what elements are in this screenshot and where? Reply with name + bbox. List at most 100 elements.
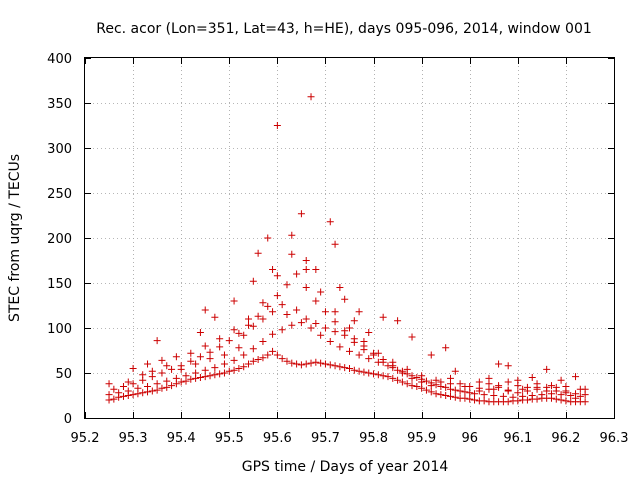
axis-ticks [85, 58, 615, 419]
data-point [153, 386, 161, 394]
data-point [538, 391, 546, 399]
data-point [394, 366, 402, 374]
data-point [394, 317, 402, 325]
data-point [350, 338, 358, 346]
data-point [225, 367, 233, 375]
data-point [331, 362, 339, 370]
data-point [216, 370, 224, 378]
data-point [172, 374, 180, 382]
data-point [514, 389, 522, 397]
data-point [365, 329, 373, 336]
x-tick-label: 95.2 [71, 431, 100, 446]
chart-title: Rec. acor (Lon=351, Lat=43, h=HE), days … [96, 21, 592, 37]
data-point [365, 369, 373, 377]
data-point [273, 122, 281, 129]
y-tick-label: 50 [55, 367, 72, 382]
data-point [259, 299, 267, 307]
data-point [389, 364, 397, 372]
data-point [370, 370, 378, 378]
data-point [413, 374, 421, 381]
data-point [158, 369, 166, 377]
data-point [336, 363, 344, 371]
data-point [394, 376, 402, 384]
data-point [398, 378, 406, 386]
data-point [572, 394, 580, 402]
data-point [576, 392, 584, 400]
x-tick-label: 95.5 [215, 431, 244, 446]
data-point [346, 324, 353, 332]
data-point [355, 367, 363, 375]
data-point [547, 390, 555, 398]
data-point [139, 371, 147, 379]
data-point [259, 338, 267, 345]
data-point [321, 360, 329, 368]
data-point [317, 359, 325, 367]
data-point [283, 311, 291, 318]
data-point [288, 250, 296, 258]
data-point [543, 387, 551, 395]
data-point [408, 374, 416, 382]
data-point [432, 376, 440, 384]
data-point [129, 391, 137, 399]
data-point [110, 385, 118, 393]
data-point [220, 369, 228, 377]
x-tick-labels: 95.2 95.3 95.4 95.5 95.6 95.7 95.8 95.9 96 96.1 96… [71, 431, 629, 446]
data-point [552, 383, 560, 391]
data-point [240, 363, 248, 371]
data-point [331, 240, 339, 248]
data-point [307, 324, 315, 332]
data-point [350, 317, 358, 325]
data-point [249, 277, 257, 285]
data-point [475, 384, 483, 392]
data-point [119, 392, 127, 400]
data-point [418, 384, 426, 392]
data-point [317, 331, 325, 339]
data-point [341, 364, 349, 372]
data-point [379, 372, 387, 380]
data-point [245, 315, 253, 323]
data-point [384, 373, 392, 381]
data-point [312, 320, 320, 327]
data-point [567, 392, 575, 399]
data-point [288, 359, 296, 367]
data-point [321, 308, 329, 316]
data-point [273, 272, 281, 280]
data-point [528, 374, 536, 381]
data-point [326, 338, 334, 345]
data-point [192, 360, 200, 368]
data-point [355, 308, 363, 316]
data-point [504, 362, 512, 370]
data-point [355, 351, 363, 359]
data-point [249, 345, 257, 353]
data-point [283, 357, 291, 365]
data-point [360, 346, 368, 354]
data-point [331, 318, 339, 326]
data-point [374, 349, 382, 357]
data-point [413, 383, 421, 390]
data-point [490, 385, 498, 393]
data-point [182, 372, 190, 380]
data-point [105, 380, 113, 388]
data-point [235, 344, 243, 352]
data-point [533, 380, 541, 388]
data-point [153, 380, 161, 388]
data-point [326, 218, 334, 226]
data-point [437, 378, 445, 386]
data-point [230, 297, 238, 305]
data-point [168, 365, 176, 373]
data-point [230, 326, 238, 334]
data-point [446, 392, 454, 400]
data-point [504, 398, 512, 406]
data-point [220, 360, 228, 368]
data-point [317, 288, 325, 296]
data-point [466, 389, 474, 397]
data-point [422, 386, 430, 394]
data-point [437, 391, 445, 399]
data-point [312, 297, 320, 305]
data-point [293, 360, 301, 368]
data-point [245, 360, 253, 368]
data-point [254, 312, 262, 320]
data-point [543, 365, 551, 373]
data-point [216, 343, 224, 351]
data-point [216, 335, 224, 343]
